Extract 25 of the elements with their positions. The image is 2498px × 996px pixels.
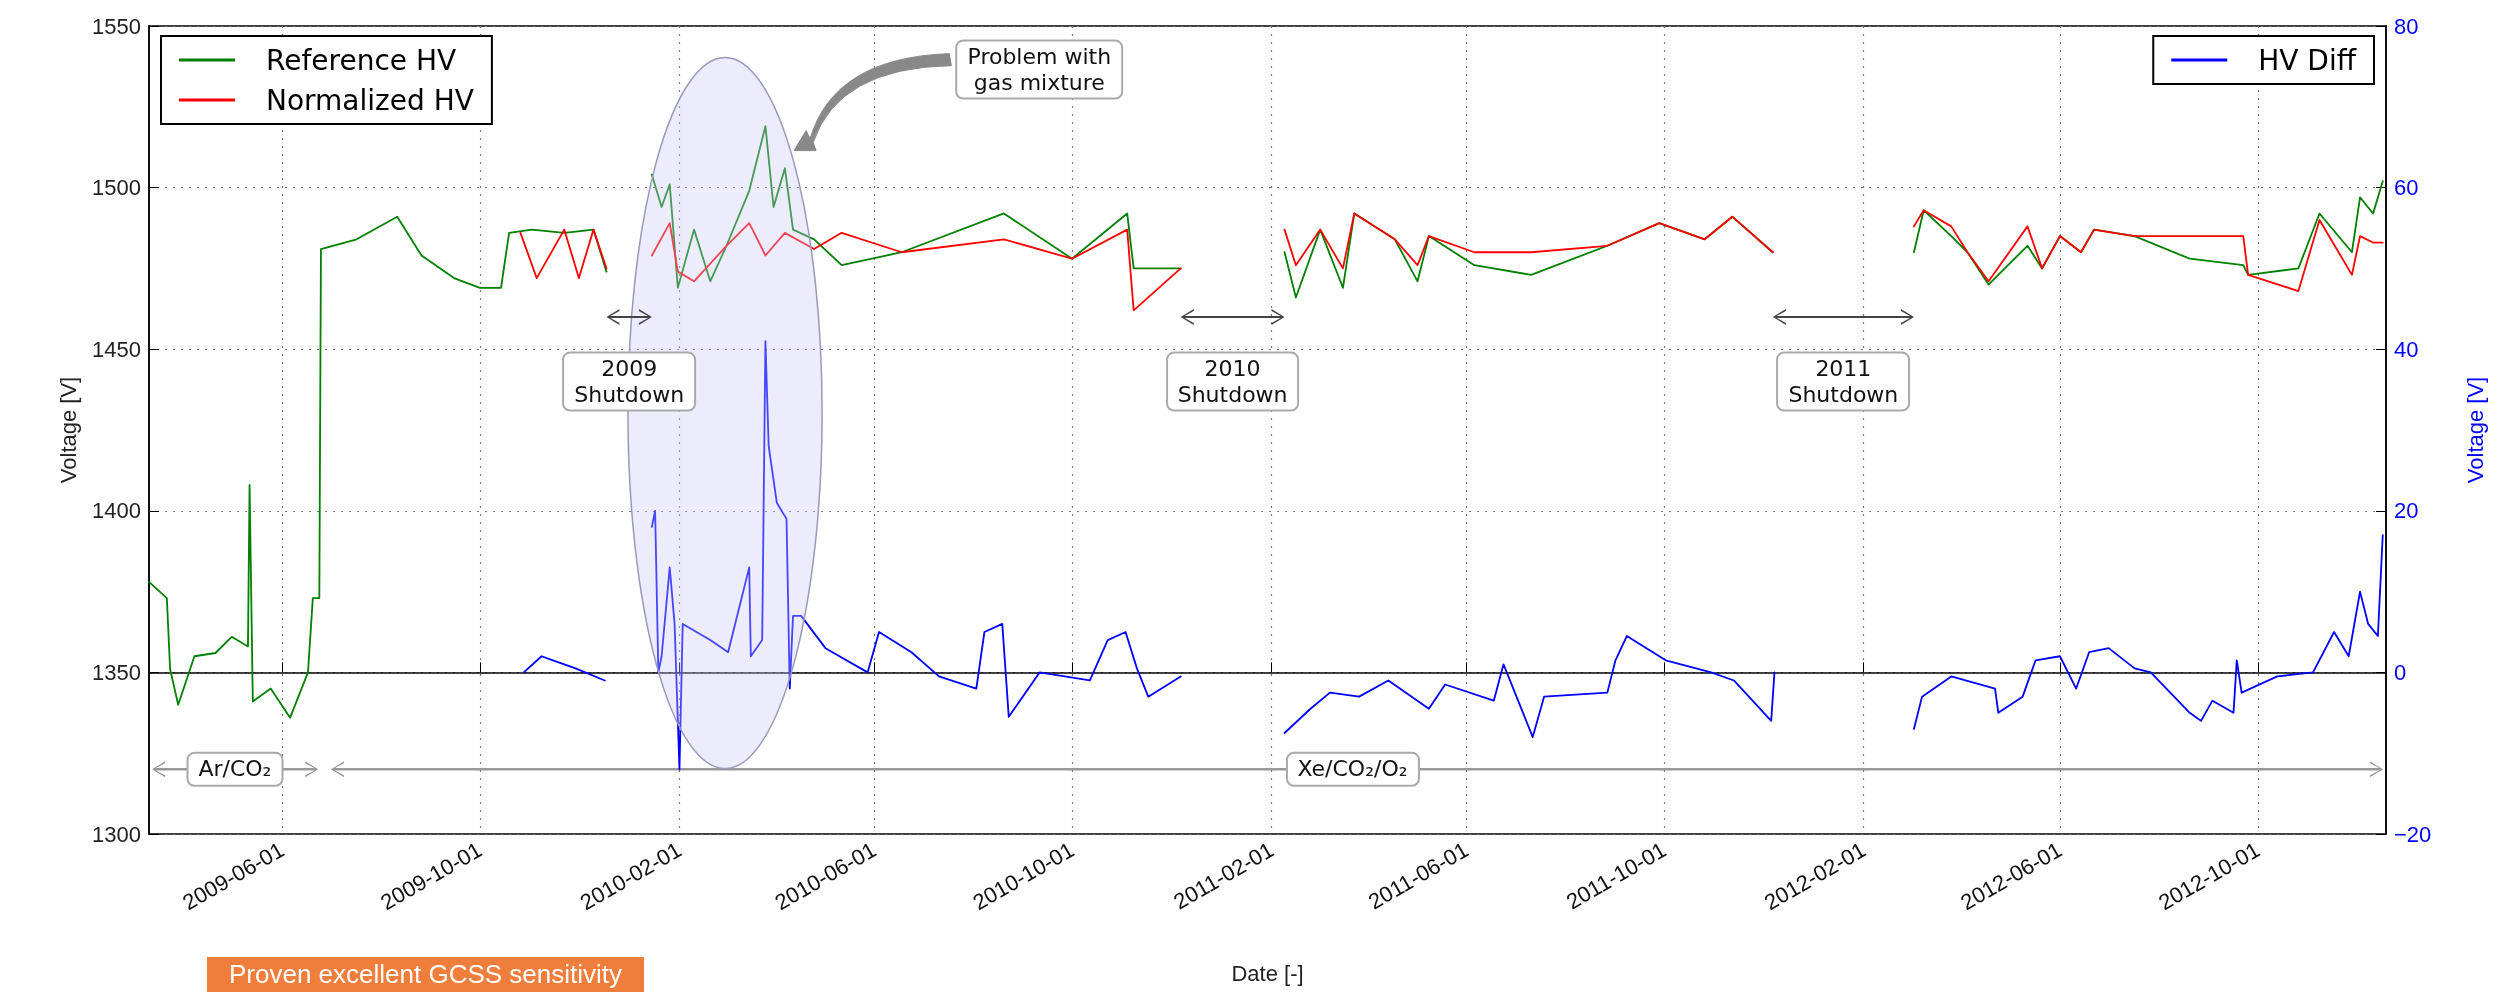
- text: Proven excellent GCSS sensitivity: [207, 957, 645, 992]
- y2-tick-label: 80: [2394, 13, 2419, 39]
- annotation: 2009 Shutdown: [562, 351, 697, 412]
- y2-tick-label: 40: [2394, 336, 2419, 362]
- y-tick-label: 1500: [92, 175, 141, 201]
- y-tick-label: 1450: [92, 336, 141, 362]
- y-tick-label: 1550: [92, 13, 141, 39]
- annotation: Xe/CO₂/O₂: [1285, 752, 1420, 787]
- legend-label: Normalized HV: [266, 83, 474, 117]
- x-axis-title: Date [-]: [1231, 960, 1304, 986]
- annotation: 2011 Shutdown: [1776, 351, 1911, 412]
- legend-label: Reference HV: [266, 43, 457, 77]
- y2-tick-label: 60: [2394, 175, 2419, 201]
- y2-tick-label: −20: [2394, 821, 2432, 847]
- y-axis-title: Voltage [V]: [55, 376, 81, 484]
- annotation: 2010 Shutdown: [1165, 351, 1300, 412]
- y-tick-label: 1300: [92, 821, 141, 847]
- annotation: Ar/CO₂: [186, 752, 284, 787]
- y2-tick-label: 0: [2394, 659, 2407, 685]
- y2-tick-label: 20: [2394, 498, 2419, 524]
- annotation: Problem with gas mixture: [955, 39, 1124, 101]
- y-tick-label: 1400: [92, 498, 141, 524]
- y2-axis-title: Voltage [V]: [2462, 376, 2488, 484]
- legend-label: HV Diff: [2258, 43, 2357, 77]
- y-tick-label: 1350: [92, 659, 141, 685]
